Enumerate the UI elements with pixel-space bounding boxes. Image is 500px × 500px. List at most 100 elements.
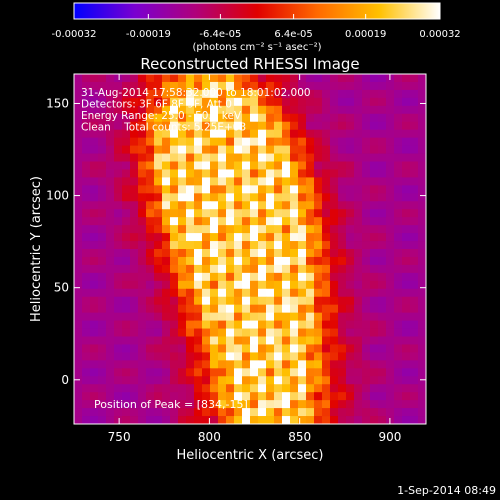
heatmap-cell (186, 193, 195, 202)
heatmap-cell (234, 105, 243, 115)
heatmap-cell (314, 233, 323, 242)
heatmap-cell (194, 185, 203, 194)
heatmap-cell (362, 209, 371, 218)
heatmap-cell (298, 89, 307, 99)
heatmap-cell (362, 121, 371, 131)
heatmap-cell (250, 185, 259, 194)
heatmap-cell (178, 336, 187, 345)
annotation-line: Energy Range: 25.0 - 50.0 keV (81, 110, 242, 122)
heatmap-cell (226, 81, 235, 91)
heatmap-cell (186, 241, 195, 250)
heatmap-cell (274, 121, 283, 131)
heatmap-cell (242, 320, 251, 329)
heatmap-cell (210, 392, 219, 401)
heatmap-cell (258, 153, 267, 162)
heatmap-cell (394, 201, 403, 210)
heatmap-cell (330, 89, 339, 99)
heatmap-cell (282, 400, 291, 409)
heatmap-cell (130, 368, 139, 377)
heatmap-cell (234, 233, 243, 242)
heatmap-cell (314, 89, 323, 99)
heatmap-cell (378, 97, 387, 107)
heatmap-cell (298, 193, 307, 202)
heatmap-cell (154, 384, 163, 393)
heatmap-cell (122, 121, 131, 131)
heatmap-cell (394, 344, 403, 353)
heatmap-cell (394, 360, 403, 369)
heatmap-cell (322, 137, 331, 146)
heatmap-cell (346, 272, 355, 282)
heatmap-cell (130, 328, 139, 337)
heatmap-cell (90, 209, 99, 218)
heatmap-cell (282, 344, 291, 353)
heatmap-cell (178, 392, 187, 401)
heatmap-cell (378, 368, 387, 377)
heatmap-cell (338, 217, 347, 226)
heatmap-cell (242, 296, 251, 306)
heatmap-cell (170, 320, 179, 329)
heatmap-cell (282, 280, 291, 290)
heatmap-cell (178, 137, 187, 146)
heatmap-cell (298, 81, 307, 91)
heatmap-cell (266, 408, 275, 417)
heatmap-cell (98, 209, 107, 218)
heatmap-cell (98, 360, 107, 369)
heatmap-cell (234, 217, 243, 226)
heatmap-cell (290, 392, 299, 401)
heatmap-cell (234, 209, 243, 218)
heatmap-cell (346, 121, 355, 131)
heatmap-cell (298, 320, 307, 329)
heatmap-cell (290, 400, 299, 409)
heatmap-cell (122, 241, 131, 250)
heatmap-cell (394, 177, 403, 186)
heatmap-cell (330, 137, 339, 146)
heatmap-cell (410, 241, 419, 250)
heatmap-cell (370, 177, 379, 186)
heatmap-cell (170, 336, 179, 345)
heatmap-cell (314, 209, 323, 218)
heatmap-cell (138, 201, 147, 210)
heatmap-cell (266, 145, 275, 154)
heatmap-cell (146, 320, 155, 329)
heatmap-cell (90, 408, 99, 417)
heatmap-cell (178, 97, 187, 107)
heatmap-cell (306, 225, 315, 234)
heatmap-cell (266, 360, 275, 369)
heatmap-cell (234, 145, 243, 154)
heatmap-cell (162, 408, 171, 417)
heatmap-cell (170, 217, 179, 226)
heatmap-cell (386, 241, 395, 250)
heatmap-cell (410, 352, 419, 361)
heatmap-cell (202, 201, 211, 210)
heatmap-cell (282, 241, 291, 250)
heatmap-cell (218, 344, 227, 353)
heatmap-cell (282, 264, 291, 274)
heatmap-cell (338, 344, 347, 353)
heatmap-cell (90, 304, 99, 314)
heatmap-cell (170, 209, 179, 218)
heatmap-cell (98, 320, 107, 329)
heatmap-cell (370, 408, 379, 417)
heatmap-cell (154, 121, 163, 131)
heatmap-cell (378, 328, 387, 337)
heatmap-cell (322, 368, 331, 377)
heatmap-cell (170, 264, 179, 274)
heatmap-cell (410, 336, 419, 345)
heatmap-cell (146, 336, 155, 345)
heatmap-cell (298, 312, 307, 321)
heatmap-cell (338, 81, 347, 91)
heatmap-cell (274, 145, 283, 154)
heatmap-cell (170, 201, 179, 210)
heatmap-cell (138, 249, 147, 258)
x-tick-label: 800 (198, 430, 221, 444)
heatmap-cell (314, 177, 323, 186)
heatmap-cell (282, 328, 291, 337)
heatmap-cell (354, 161, 363, 170)
heatmap-cell (234, 368, 243, 377)
heatmap-cell (250, 384, 259, 393)
heatmap-cell (274, 320, 283, 329)
heatmap-cell (202, 121, 211, 131)
heatmap-cell (146, 272, 155, 282)
heatmap-cell (386, 328, 395, 337)
heatmap-cell (210, 352, 219, 361)
